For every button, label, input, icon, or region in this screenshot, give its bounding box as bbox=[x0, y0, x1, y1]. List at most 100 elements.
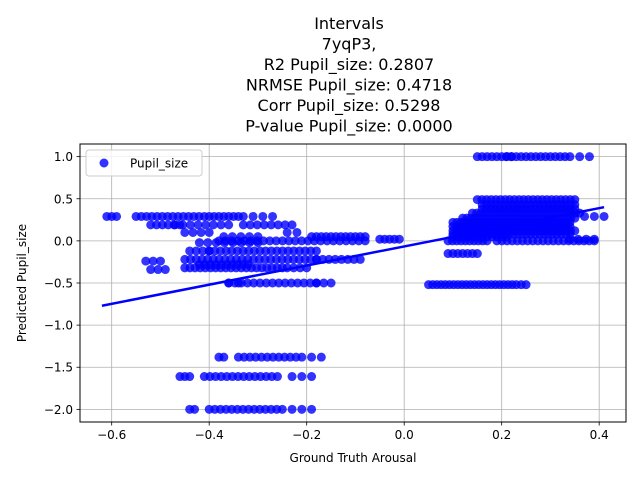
scatter-point bbox=[268, 278, 278, 288]
title-line-2: 7yqP3, bbox=[322, 35, 377, 54]
scatter-point bbox=[311, 246, 321, 256]
scatter-point bbox=[316, 236, 326, 246]
scatter-point bbox=[316, 352, 326, 362]
scatter-point bbox=[242, 278, 252, 288]
legend-label: Pupil_size bbox=[130, 157, 188, 171]
x-tick-label: −0.6 bbox=[97, 428, 126, 442]
scatter-point bbox=[521, 280, 531, 290]
scatter-point bbox=[148, 256, 158, 266]
scatter-point bbox=[309, 236, 319, 246]
scatter-point bbox=[259, 220, 269, 230]
scatter-point bbox=[266, 220, 276, 230]
scatter-point bbox=[328, 236, 338, 246]
scatter-point bbox=[253, 238, 263, 248]
scatter-point bbox=[236, 238, 246, 248]
scatter-point bbox=[589, 234, 599, 244]
title-line-6: P-value Pupil_size: 0.0000 bbox=[245, 117, 452, 137]
scatter-point bbox=[565, 234, 575, 244]
scatter-point bbox=[193, 220, 203, 230]
scatter-point bbox=[307, 352, 317, 362]
scatter-point bbox=[196, 227, 206, 237]
scatter-point bbox=[170, 220, 180, 230]
x-axis-ticks: −0.6 −0.4 −0.2 0.0 0.2 0.4 bbox=[97, 422, 609, 442]
scatter-point bbox=[322, 236, 332, 246]
y-tick-label: −1.5 bbox=[44, 361, 73, 375]
scatter-point bbox=[112, 211, 122, 221]
scatter-point bbox=[360, 236, 370, 246]
y-axis-label: Predicted Pupil_size bbox=[15, 224, 29, 342]
x-tick-label: −0.2 bbox=[292, 428, 321, 442]
scatter-point bbox=[293, 278, 303, 288]
scatter-point bbox=[190, 404, 200, 414]
scatter-point bbox=[580, 211, 590, 221]
scatter-point bbox=[271, 236, 281, 246]
scatter-point bbox=[341, 236, 351, 246]
title-line-3: R2 Pupil_size: 0.2807 bbox=[264, 55, 434, 75]
scatter-point bbox=[292, 227, 302, 237]
scatter-point bbox=[287, 404, 297, 414]
scatter-point bbox=[155, 256, 165, 266]
x-axis-label: Ground Truth Arousal bbox=[290, 451, 417, 465]
scatter-point bbox=[326, 278, 336, 288]
scatter-point bbox=[238, 220, 248, 230]
scatter-point bbox=[565, 152, 575, 162]
scatter-point bbox=[228, 238, 238, 248]
x-tick-label: 0.4 bbox=[590, 428, 609, 442]
scatter-point bbox=[191, 246, 201, 256]
legend-marker bbox=[99, 158, 109, 168]
scatter-point bbox=[268, 211, 278, 221]
scatter-point bbox=[297, 352, 307, 362]
scatter-point bbox=[303, 236, 313, 246]
scatter-point bbox=[278, 236, 288, 246]
scatter-point bbox=[274, 278, 284, 288]
scatter-point bbox=[141, 256, 151, 266]
y-tick-label: 0.0 bbox=[54, 234, 73, 248]
scatter-point bbox=[311, 278, 321, 288]
y-tick-label: 0.5 bbox=[54, 192, 73, 206]
x-tick-label: 0.0 bbox=[395, 428, 414, 442]
scatter-point bbox=[153, 265, 163, 275]
scatter-point bbox=[277, 404, 287, 414]
scatter-point bbox=[265, 236, 275, 246]
scatter-point bbox=[146, 265, 156, 275]
scatter-point bbox=[290, 236, 300, 246]
x-tick-label: 0.2 bbox=[492, 428, 511, 442]
scatter-point bbox=[245, 238, 255, 248]
scatter-point bbox=[233, 278, 243, 288]
scatter-point bbox=[216, 220, 226, 230]
scatter-point bbox=[307, 404, 317, 414]
x-tick-label: −0.4 bbox=[195, 428, 224, 442]
scatter-point bbox=[575, 152, 585, 162]
scatter-point bbox=[238, 211, 248, 221]
grid bbox=[80, 144, 626, 422]
scatter-point bbox=[394, 234, 404, 244]
scatter-point bbox=[299, 278, 309, 288]
legend: Pupil_size bbox=[85, 149, 203, 177]
scatter-point bbox=[185, 246, 195, 256]
scatter-point bbox=[194, 238, 204, 248]
scatter-point bbox=[286, 278, 296, 288]
scatter-point bbox=[273, 220, 283, 230]
scatter-point bbox=[243, 259, 253, 269]
scatter-point bbox=[297, 372, 307, 382]
regression-line bbox=[101, 205, 605, 307]
scatter-point bbox=[311, 254, 321, 264]
scatter-point bbox=[204, 227, 214, 237]
scatter-point bbox=[160, 265, 170, 275]
scatter-point bbox=[219, 352, 229, 362]
scatter-point bbox=[280, 220, 290, 230]
scatter-point bbox=[261, 278, 271, 288]
y-tick-label: −2.0 bbox=[44, 403, 73, 417]
scatter-point bbox=[198, 246, 208, 256]
scatter-point bbox=[201, 220, 211, 230]
scatter-point bbox=[584, 152, 594, 162]
scatter-point bbox=[208, 220, 218, 230]
title-line-5: Corr Pupil_size: 0.5298 bbox=[258, 96, 441, 116]
scatter-point bbox=[224, 220, 234, 230]
scatter-point bbox=[252, 220, 262, 230]
scatter-point bbox=[570, 195, 580, 205]
scatter-point bbox=[354, 236, 364, 246]
scatter-point bbox=[280, 278, 290, 288]
scatter-point bbox=[581, 234, 591, 244]
